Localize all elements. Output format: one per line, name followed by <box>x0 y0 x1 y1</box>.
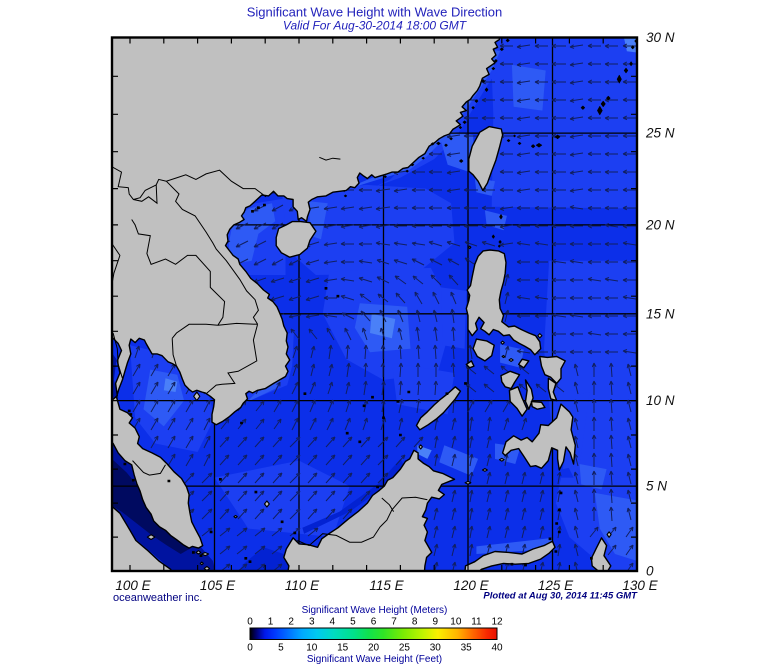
svg-text:12: 12 <box>491 617 503 628</box>
svg-text:10: 10 <box>450 617 462 628</box>
svg-text:1: 1 <box>268 617 274 628</box>
svg-text:Significant Wave Height (Meter: Significant Wave Height (Meters) <box>302 605 448 616</box>
svg-text:20: 20 <box>368 643 380 654</box>
svg-text:20 N: 20 N <box>645 217 675 232</box>
svg-text:Plotted at Aug 30, 2014 11:45: Plotted at Aug 30, 2014 11:45 GMT <box>483 591 638 602</box>
svg-text:5: 5 <box>350 617 356 628</box>
svg-text:125 E: 125 E <box>538 578 574 593</box>
svg-text:35: 35 <box>461 643 473 654</box>
svg-text:6: 6 <box>371 617 377 628</box>
svg-text:7: 7 <box>391 617 397 628</box>
svg-text:0: 0 <box>247 643 253 654</box>
svg-text:30: 30 <box>430 643 442 654</box>
svg-text:0: 0 <box>247 617 253 628</box>
svg-text:11: 11 <box>471 617 482 628</box>
svg-text:5 N: 5 N <box>646 479 667 494</box>
svg-text:15 N: 15 N <box>646 306 675 321</box>
svg-text:oceanweather inc.: oceanweather inc. <box>113 592 202 604</box>
svg-text:40: 40 <box>491 643 503 654</box>
svg-text:9: 9 <box>432 617 438 628</box>
svg-text:10 N: 10 N <box>646 393 675 408</box>
svg-text:8: 8 <box>412 617 418 628</box>
svg-text:Valid For Aug-30-2014 18:00 GM: Valid For Aug-30-2014 18:00 GMT <box>283 19 468 33</box>
svg-text:25 N: 25 N <box>645 126 675 141</box>
svg-text:3: 3 <box>309 617 315 628</box>
svg-text:110 E: 110 E <box>285 578 320 593</box>
svg-text:105 E: 105 E <box>200 578 236 593</box>
svg-text:Significant Wave Height with W: Significant Wave Height with Wave Direct… <box>247 5 503 20</box>
svg-text:4: 4 <box>330 617 336 628</box>
svg-text:15: 15 <box>337 643 349 654</box>
svg-text:5: 5 <box>278 643 284 654</box>
svg-text:100 E: 100 E <box>115 578 151 593</box>
svg-text:25: 25 <box>399 643 411 654</box>
svg-text:115 E: 115 E <box>369 578 404 593</box>
svg-text:120 E: 120 E <box>453 578 489 593</box>
svg-text:2: 2 <box>288 617 294 628</box>
svg-text:Significant Wave Height (Feet): Significant Wave Height (Feet) <box>307 654 442 665</box>
svg-text:10: 10 <box>306 643 318 654</box>
svg-text:30 N: 30 N <box>646 30 675 45</box>
svg-text:130 E: 130 E <box>622 578 658 593</box>
svg-text:0: 0 <box>646 564 654 579</box>
